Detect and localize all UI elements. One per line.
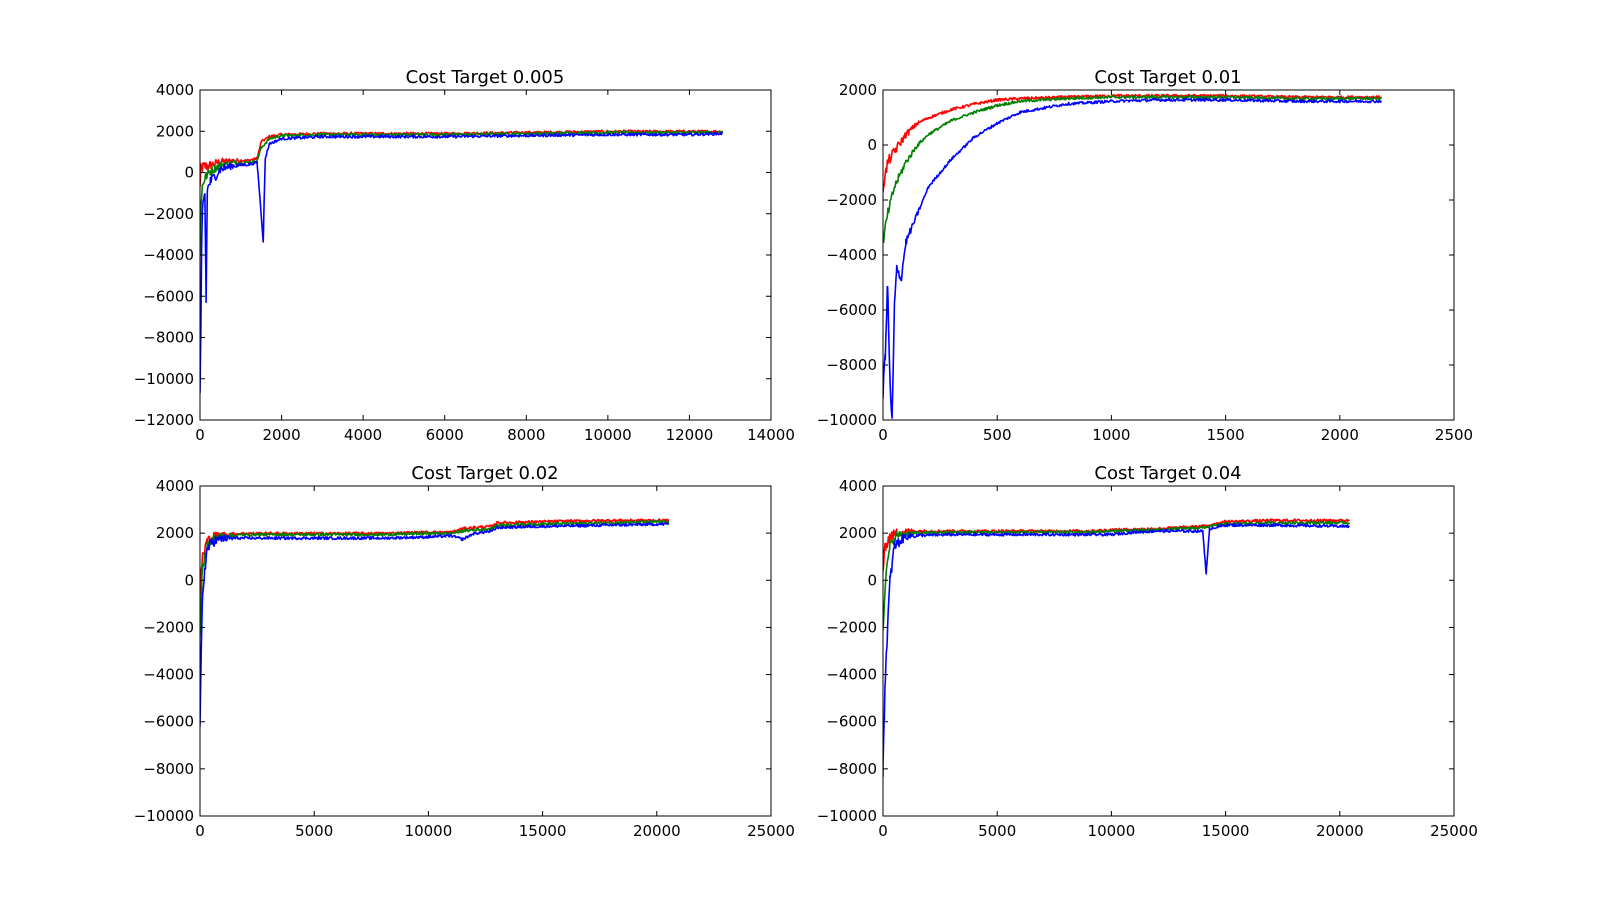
x-tick-label: 2000	[1321, 426, 1359, 444]
x-tick-label: 8000	[507, 426, 545, 444]
y-tick-label: 4000	[156, 81, 194, 99]
x-tick-label: 2500	[1435, 426, 1473, 444]
y-tick-label: 2000	[156, 122, 194, 140]
y-tick-label: −8000	[826, 760, 877, 778]
y-tick-label: −4000	[826, 246, 877, 264]
x-tick-label: 20000	[1316, 822, 1364, 840]
x-tick-label: 5000	[295, 822, 333, 840]
x-tick-label: 6000	[426, 426, 464, 444]
subplot-title: Cost Target 0.01	[1094, 67, 1241, 88]
series-line	[883, 520, 1350, 631]
x-tick-label: 5000	[978, 822, 1016, 840]
x-tick-label: 2000	[262, 426, 300, 444]
y-tick-label: −12000	[134, 411, 194, 429]
subplot-cost-target-0-02: Cost Target 0.02 0 5000 10000 15000 20000 250…	[134, 463, 795, 840]
series-group	[883, 518, 1350, 777]
x-tick-label: 0	[878, 822, 888, 840]
x-tick-label: 25000	[747, 822, 795, 840]
x-tick-label: 10000	[405, 822, 453, 840]
subplot-cost-target-0-04: Cost Target 0.04 0 5000 10000 15000 20000 250…	[817, 463, 1478, 840]
x-tick-label: 1000	[1092, 426, 1130, 444]
axes-frame	[882, 485, 1455, 817]
x-tick-label: 4000	[344, 426, 382, 444]
y-tick-label: −4000	[143, 246, 194, 264]
subplot-cost-target-0-01: Cost Target 0.01 0 500 1000 1500 2000 2500 −10…	[817, 67, 1473, 444]
series-line	[883, 95, 1382, 243]
x-tick-label: 12000	[666, 426, 714, 444]
x-tick-label: 1500	[1207, 426, 1245, 444]
series-line	[200, 522, 670, 727]
x-tick-label: 500	[983, 426, 1012, 444]
x-tick-label: 14000	[747, 426, 795, 444]
x-tick-label: 0	[195, 426, 205, 444]
y-tick-label: −2000	[143, 618, 194, 636]
x-tick-label: 20000	[633, 822, 681, 840]
y-tick-label: −10000	[817, 411, 877, 429]
y-tick-label: 4000	[156, 477, 194, 495]
y-tick-label: −6000	[826, 713, 877, 731]
y-tick-label: 4000	[839, 477, 877, 495]
x-tick-label: 25000	[1430, 822, 1478, 840]
y-tick-label: −10000	[817, 807, 877, 825]
y-tick-label: −6000	[143, 713, 194, 731]
y-tick-label: −2000	[826, 191, 877, 209]
y-tick-label: −2000	[826, 618, 877, 636]
axes-frame	[199, 485, 772, 817]
y-tick-label: −10000	[134, 370, 194, 388]
y-tick-label: 0	[184, 164, 194, 182]
x-tick-label: 10000	[1088, 822, 1136, 840]
series-line	[883, 523, 1350, 777]
subplot-title: Cost Target 0.005	[406, 67, 565, 88]
x-tick-label: 10000	[584, 426, 632, 444]
subplot-cost-target-0-005: Cost Target 0.005 0 2000 4000 6000 8000 10000…	[134, 67, 795, 444]
subplot-title: Cost Target 0.02	[411, 463, 558, 484]
y-tick-label: 0	[184, 571, 194, 589]
subplot-title: Cost Target 0.04	[1094, 463, 1241, 484]
y-tick-label: 0	[867, 571, 877, 589]
x-tick-label: 15000	[1202, 822, 1250, 840]
series-group	[200, 129, 723, 394]
y-tick-label: 2000	[839, 524, 877, 542]
series-group	[883, 93, 1382, 419]
y-tick-label: −6000	[826, 301, 877, 319]
series-line	[200, 131, 723, 394]
y-tick-label: −4000	[826, 666, 877, 684]
y-tick-label: −8000	[143, 329, 194, 347]
x-tick-label: 15000	[519, 822, 567, 840]
series-line	[883, 97, 1382, 419]
y-tick-label: −6000	[143, 287, 194, 305]
y-tick-label: 2000	[156, 524, 194, 542]
y-tick-label: −8000	[826, 356, 877, 374]
y-tick-label: −2000	[143, 205, 194, 223]
y-tick-label: −8000	[143, 760, 194, 778]
y-tick-label: 0	[867, 136, 877, 154]
series-group	[200, 518, 670, 727]
series-line	[200, 519, 670, 637]
y-tick-label: −10000	[134, 807, 194, 825]
x-tick-label: 0	[878, 426, 888, 444]
y-tick-label: −4000	[143, 666, 194, 684]
series-line	[200, 130, 723, 257]
y-tick-label: 2000	[839, 81, 877, 99]
x-tick-label: 0	[195, 822, 205, 840]
